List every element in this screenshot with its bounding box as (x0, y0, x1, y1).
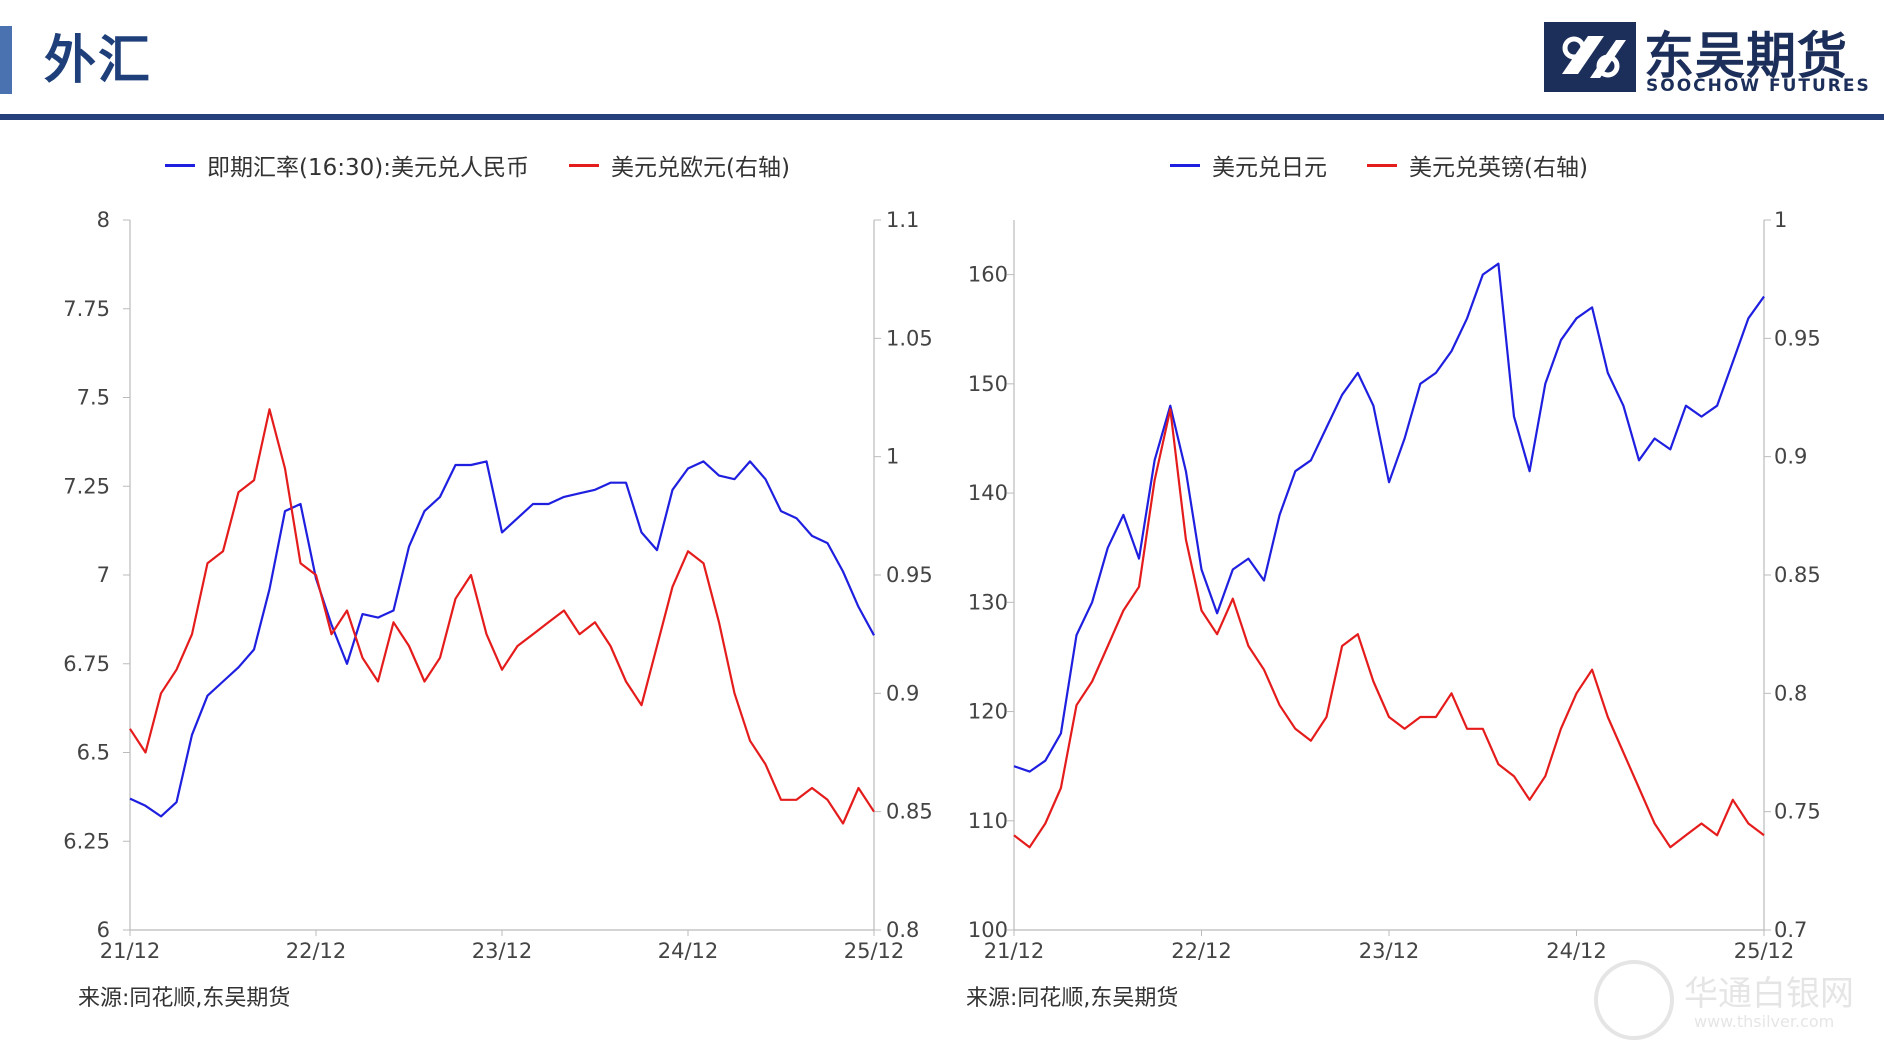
logo-mark-icon (1544, 22, 1636, 92)
series-line-blue (129, 460, 875, 818)
logo-name: 东吴期货 (1644, 27, 1848, 85)
x-tick-label: 22/12 (1171, 939, 1232, 963)
company-logo: 东吴期货 SOOCHOW FUTURES (1544, 20, 1874, 96)
x-tick-label: 25/12 (844, 939, 905, 963)
legend-swatch-red (568, 163, 599, 167)
x-tick-label: 23/12 (472, 939, 533, 963)
chart-plot-area: 100 110 120 130 140 150 160 0.7 0.75 0.8 0.85 0.9 0.… (968, 208, 1821, 963)
y-right-tick-label: 0.75 (1774, 800, 1821, 824)
page-title: 外汇 (44, 31, 153, 91)
legend-swatch-blue (1170, 163, 1200, 167)
y-left-tick-label: 140 (968, 481, 1008, 505)
legend-item-usd-gbp: 美元兑英镑(右轴) (1367, 148, 1588, 182)
y-left-tick-label: 160 (968, 263, 1008, 287)
chart-plot-area: 6 6.25 6.5 6.75 7 7.25 7.5 7.75 8 0.8 0.85 0.9 0.95 1… (63, 208, 933, 963)
chart-usd-jpy-gbp: 美元兑日元 美元兑英镑(右轴) 100 110 120 130 140 150 160 0.7… (942, 130, 1884, 1030)
chart-source: 来源:同花顺,东吴期货 (966, 986, 1179, 1011)
y-left-tick-label: 130 (968, 590, 1008, 614)
y-right-tick-label: 0.7 (1774, 918, 1807, 942)
y-left-tick-label: 6.5 (77, 741, 110, 765)
watermark: 华通白银网 www.thsilver.com (1594, 960, 1884, 1044)
legend-label: 美元兑日元 (1212, 155, 1327, 181)
legend-item-usd-cny: 即期汇率(16:30):美元兑人民币 (165, 148, 529, 182)
x-tick-label: 22/12 (286, 939, 347, 963)
chart-legend: 即期汇率(16:30):美元兑人民币 美元兑欧元(右轴) (165, 148, 830, 182)
chart-usd-cny-eur: 即期汇率(16:30):美元兑人民币 美元兑欧元(右轴) 6 6.25 6.5 6.7… (0, 130, 942, 1030)
y-left-tick-label: 6 (97, 918, 110, 942)
watermark-subtext: www.thsilver.com (1694, 1012, 1835, 1031)
x-tick-label: 21/12 (984, 939, 1045, 963)
watermark-text: 华通白银网 (1684, 974, 1854, 1014)
y-left-tick-label: 7 (97, 563, 110, 587)
y-right-tick-label: 0.85 (1774, 563, 1821, 587)
y-right-tick-label: 1 (1774, 208, 1787, 232)
y-left-tick-label: 100 (968, 918, 1008, 942)
y-right-tick-label: 0.8 (1774, 681, 1807, 705)
legend-label: 美元兑欧元(右轴) (610, 155, 790, 181)
y-right-tick-label: 0.95 (1774, 326, 1821, 350)
y-right-tick-label: 0.9 (886, 681, 919, 705)
legend-label: 美元兑英镑(右轴) (1409, 155, 1588, 181)
y-right-tick-label: 0.95 (886, 563, 933, 587)
x-tick-label: 24/12 (1546, 939, 1607, 963)
x-tick-label: 23/12 (1359, 939, 1420, 963)
header-rule (0, 114, 1884, 120)
y-left-tick-label: 150 (968, 372, 1008, 396)
title-accent-bar (0, 26, 12, 94)
legend-item-usd-eur: 美元兑欧元(右轴) (568, 148, 790, 182)
watermark-logo-icon (1594, 960, 1674, 1040)
y-right-tick-label: 0.9 (1774, 445, 1807, 469)
y-left-tick-label: 7.25 (63, 474, 110, 498)
y-left-tick-label: 110 (968, 809, 1008, 833)
y-left-tick-label: 7.75 (63, 297, 110, 321)
chart-source: 来源:同花顺,东吴期货 (78, 986, 291, 1011)
x-tick-label: 25/12 (1734, 939, 1795, 963)
y-right-tick-label: 0.85 (886, 800, 933, 824)
y-right-tick-label: 1.1 (886, 208, 919, 232)
y-left-tick-label: 7.5 (77, 386, 110, 410)
legend-swatch-blue (165, 163, 195, 167)
y-right-tick-label: 0.8 (886, 918, 919, 942)
y-right-tick-label: 1.05 (886, 326, 933, 350)
series-line-red (1013, 408, 1765, 849)
y-left-tick-label: 6.75 (63, 652, 110, 676)
logo-subtitle: SOOCHOW FUTURES (1646, 76, 1871, 96)
x-tick-label: 21/12 (100, 939, 161, 963)
series-line-blue (1013, 262, 1765, 773)
legend-swatch-red (1367, 163, 1397, 167)
y-right-tick-label: 1 (886, 445, 899, 469)
y-left-tick-label: 8 (97, 208, 110, 232)
x-tick-label: 24/12 (658, 939, 719, 963)
legend-label: 即期汇率(16:30):美元兑人民币 (207, 155, 529, 181)
chart-legend: 美元兑日元 美元兑英镑(右轴) (1170, 148, 1628, 182)
y-left-tick-label: 120 (968, 700, 1008, 724)
series-line-red (129, 408, 875, 825)
y-left-tick-label: 6.25 (63, 829, 110, 853)
legend-item-usd-jpy: 美元兑日元 (1170, 148, 1327, 182)
